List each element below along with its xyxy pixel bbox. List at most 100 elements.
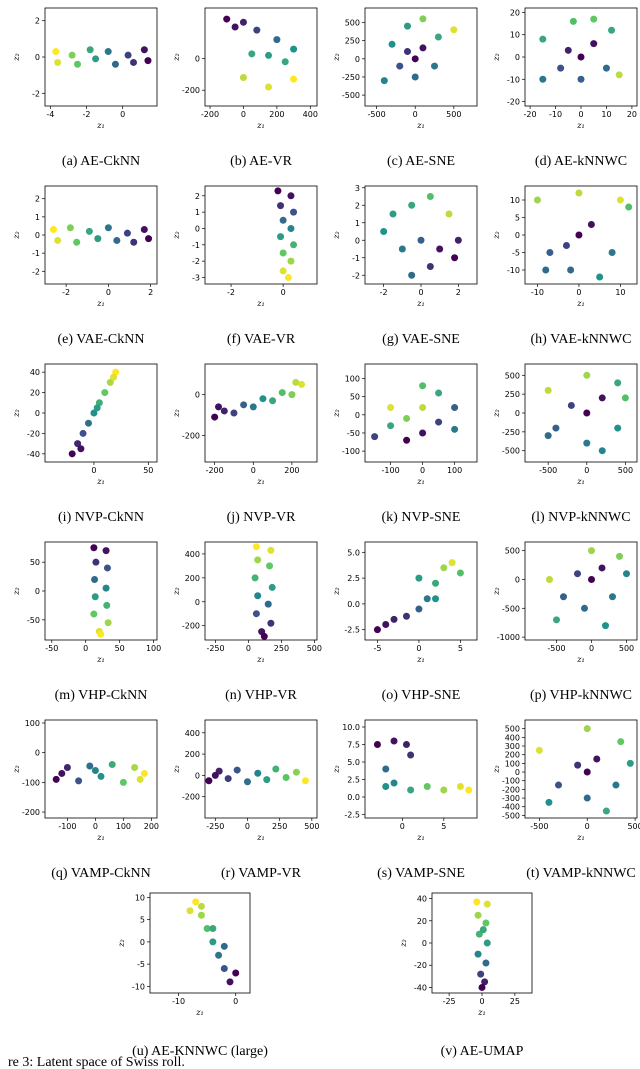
y-tick-label: -500 (502, 811, 520, 820)
y-tick-label: 3 (355, 184, 360, 193)
scatter-point (426, 193, 434, 200)
scatter-point (542, 266, 550, 274)
x-tick-label: 50 (143, 466, 153, 475)
y-tick-label: -500 (342, 91, 360, 100)
plot-frame (44, 185, 158, 285)
scatter-point (131, 764, 139, 772)
y-tick-label: -50 (27, 616, 40, 625)
scatter-point (575, 189, 583, 197)
scatter-point (587, 221, 595, 228)
scatter-point (539, 35, 547, 43)
x-tick-label: 0 (420, 466, 425, 475)
x-tick-label: 10 (601, 110, 611, 119)
y-tick-label: -5 (137, 960, 145, 969)
x-axis-label: z₁ (195, 1008, 203, 1017)
plot-frame (44, 7, 158, 107)
scatter-point (279, 267, 287, 275)
scatter-point (621, 394, 629, 402)
figure-caption: re 3: Latent space of Swiss roll. (8, 1055, 185, 1069)
scatter-point (617, 738, 625, 746)
scatter-point (408, 201, 416, 209)
scatter-point (373, 626, 381, 634)
y-tick-label: 10 (510, 31, 520, 40)
scatter-point (423, 783, 431, 790)
scatter-point (545, 798, 553, 806)
scatter-point (231, 23, 239, 31)
scatter-point (402, 612, 410, 620)
scatter-point (249, 403, 257, 411)
scatter-point (614, 379, 622, 387)
x-tick-label: -100 (58, 822, 76, 831)
x-tick-label: -500 (547, 644, 565, 653)
y-tick-label: 5 (140, 916, 145, 925)
scatter-point (265, 83, 273, 91)
scatter-point (598, 564, 606, 572)
scatter-point (90, 610, 98, 618)
scatter-point (84, 419, 92, 427)
scatter-point (593, 755, 601, 763)
scatter-point (288, 391, 296, 399)
scatter-point (63, 764, 71, 772)
scatter-point (388, 40, 396, 48)
scatter-point (583, 371, 591, 379)
scatter-point (544, 432, 552, 440)
scatter-point (252, 610, 260, 618)
plot-frame (204, 363, 318, 463)
x-tick-label: 500 (304, 822, 319, 831)
x-tick-label: -200 (206, 466, 224, 475)
plot-frame (431, 892, 533, 994)
scatter-point (477, 970, 485, 978)
scatter-point (267, 546, 275, 554)
y-tick-label: 500 (505, 547, 520, 556)
scatter-point (451, 425, 459, 433)
x-tick-label: 250 (274, 644, 289, 653)
y-axis-label: z₂ (172, 231, 181, 239)
scatter-point (380, 228, 388, 235)
scatter-point (598, 447, 606, 455)
x-tick-label: 0 (93, 822, 98, 831)
scatter-point (74, 60, 82, 68)
y-tick-label: -40 (27, 450, 40, 459)
scatter-point (474, 911, 482, 919)
scatter-point (130, 238, 138, 246)
y-tick-label: 500 (345, 19, 360, 28)
x-tick-label: 0 (251, 466, 256, 475)
scatter-point (588, 547, 595, 555)
scatter-point (277, 233, 285, 241)
y-tick-label: 10 (135, 893, 145, 902)
panel-caption: (f) VAE-VR (227, 332, 296, 347)
scatter-point (52, 775, 60, 783)
x-tick-label: -2 (83, 110, 91, 119)
y-tick-label: 0 (515, 53, 520, 62)
panel-caption: (n) VHP-VR (225, 688, 297, 703)
scatter-point (140, 46, 148, 54)
x-tick-label: 20 (627, 110, 637, 119)
scatter-point (373, 741, 381, 748)
x-tick-label: 0 (245, 822, 250, 831)
panel-caption: (t) VAMP-kNNWC (526, 866, 636, 881)
x-axis-label: z₁ (416, 121, 424, 130)
scatter-point (598, 394, 606, 402)
scatter-point (583, 768, 591, 776)
x-axis-label: z₁ (96, 655, 104, 664)
scatter-point (403, 414, 411, 422)
scatter-point (101, 389, 109, 397)
scatter-point (602, 622, 609, 630)
scatter-point (279, 216, 287, 224)
y-tick-label: 2 (195, 192, 200, 201)
y-tick-label: -1000 (497, 633, 520, 642)
x-tick-label: 100 (146, 644, 161, 653)
y-axis-label: z₂ (117, 939, 126, 947)
scatter-point (451, 404, 459, 412)
x-tick-label: 0 (233, 997, 238, 1006)
x-tick-label: 0 (413, 110, 418, 119)
y-tick-label: -50 (347, 429, 360, 438)
x-tick-label: 10 (615, 288, 625, 297)
scatter-point (574, 570, 581, 578)
scatter-point (602, 64, 610, 72)
scatter-point (396, 62, 404, 70)
scatter-point (440, 786, 448, 794)
x-axis-label: z₁ (416, 299, 424, 308)
scatter-point (614, 424, 622, 432)
y-tick-label: 0 (515, 768, 520, 777)
